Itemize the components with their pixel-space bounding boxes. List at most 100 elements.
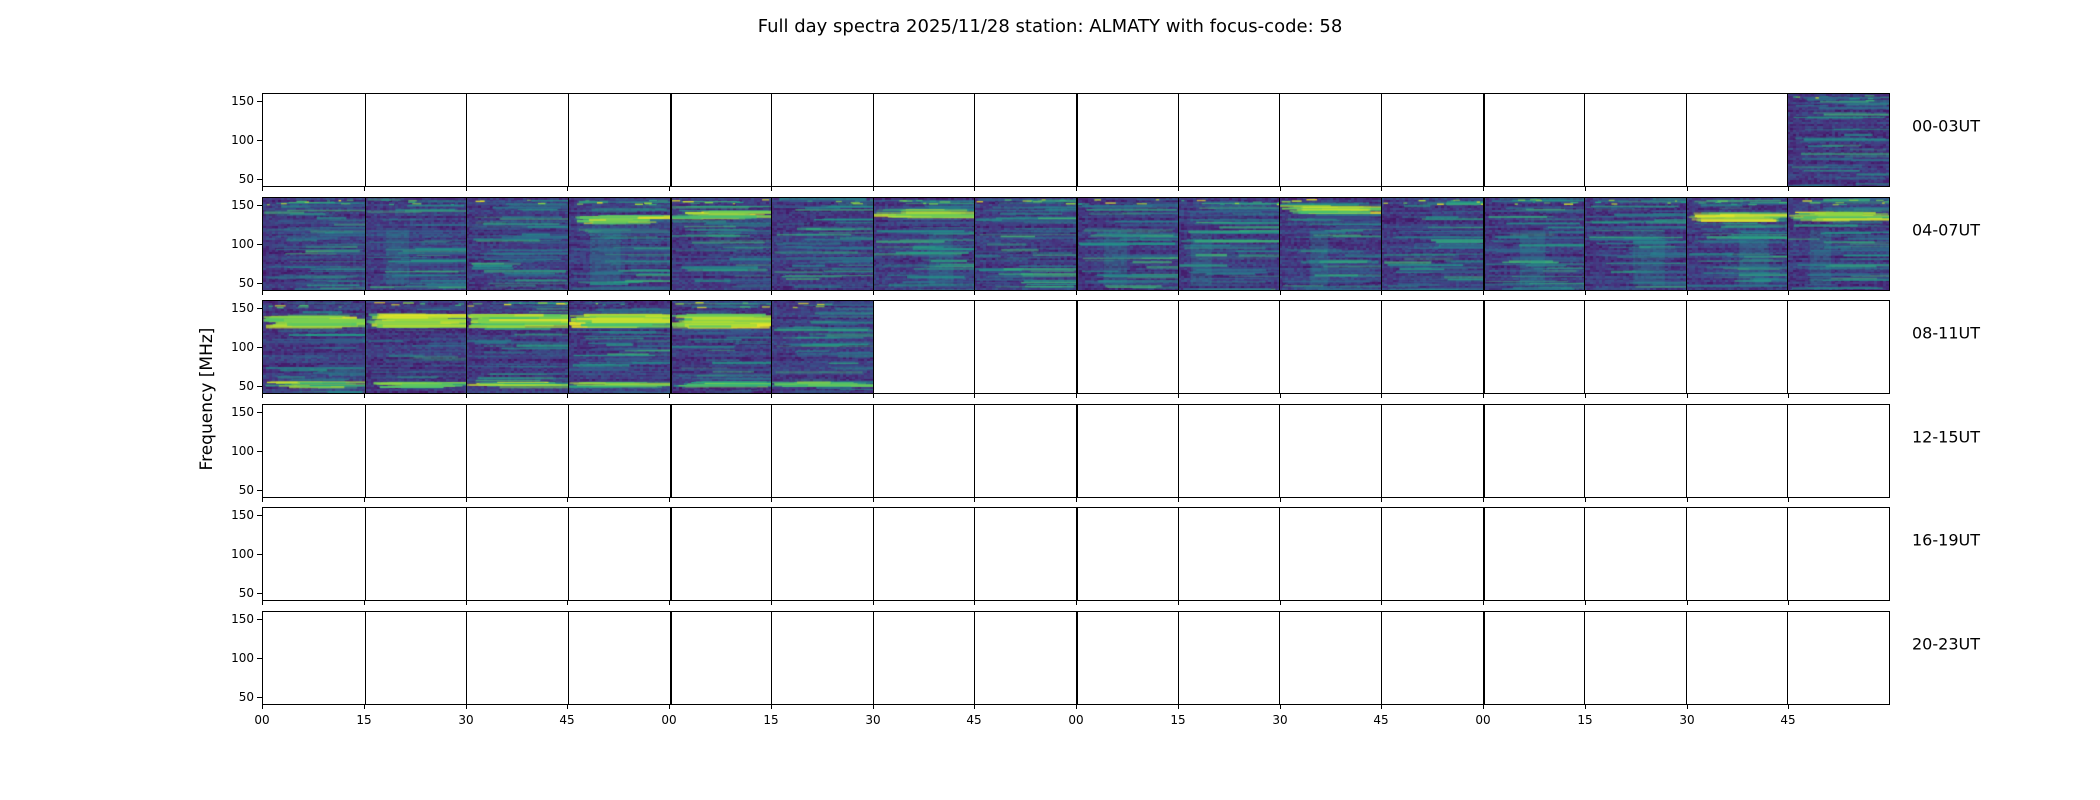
segment-boundary	[365, 301, 366, 393]
x-tick-label: 15	[763, 713, 779, 727]
segment-boundary	[365, 198, 366, 290]
x-tick-mark	[1280, 601, 1281, 605]
segment-boundary	[1178, 405, 1179, 497]
x-tick-mark	[1178, 187, 1179, 191]
spectra-row-08-11UT	[262, 300, 1890, 394]
segment-boundary	[1279, 198, 1280, 290]
x-tick-mark	[1381, 291, 1382, 295]
segment-boundary	[670, 612, 672, 704]
x-tick-mark	[974, 498, 975, 502]
segment-boundary	[1686, 301, 1687, 393]
segment-boundary	[771, 508, 772, 600]
segment-boundary	[1279, 405, 1280, 497]
spectrogram-cell	[1076, 198, 1178, 290]
x-tick-mark	[873, 498, 874, 502]
segment-boundary	[1787, 612, 1788, 704]
x-tick-mark	[466, 705, 467, 709]
x-tick-mark	[262, 705, 263, 709]
spectrogram-cell	[365, 198, 466, 290]
row-time-label: 00-03UT	[1912, 116, 1980, 136]
x-tick-mark	[1076, 601, 1077, 605]
segment-boundary	[771, 612, 772, 704]
x-tick-label: 30	[1272, 713, 1288, 727]
x-tick-mark	[1788, 291, 1789, 295]
x-tick-label: 45	[1780, 713, 1796, 727]
x-tick-mark	[1788, 498, 1789, 502]
x-tick-mark	[669, 291, 670, 295]
segment-boundary	[670, 508, 672, 600]
x-tick-mark	[262, 394, 263, 398]
segment-boundary	[1178, 94, 1179, 186]
y-tick-label: 100	[231, 133, 254, 147]
segment-boundary	[568, 508, 569, 600]
x-tick-mark	[1381, 498, 1382, 502]
x-tick-mark	[466, 187, 467, 191]
segment-boundary	[466, 301, 467, 393]
x-tick-mark	[567, 498, 568, 502]
y-tick-mark	[257, 347, 262, 348]
x-tick-mark	[873, 291, 874, 295]
spectrogram-cell	[1279, 198, 1381, 290]
x-tick-mark	[1585, 601, 1586, 605]
segment-boundary	[568, 405, 569, 497]
segment-boundary	[873, 405, 874, 497]
spectra-row-20-23UT	[262, 611, 1890, 705]
x-tick-mark	[669, 498, 670, 502]
x-tick-mark	[1788, 705, 1789, 709]
x-tick-mark	[669, 394, 670, 398]
segment-boundary	[974, 612, 975, 704]
segment-boundary	[974, 94, 975, 186]
y-tick-label: 100	[231, 237, 254, 251]
segment-boundary	[568, 301, 569, 393]
x-tick-mark	[1178, 394, 1179, 398]
segment-boundary	[974, 508, 975, 600]
segment-boundary	[670, 94, 672, 186]
segment-boundary	[670, 405, 672, 497]
segment-boundary	[1483, 405, 1485, 497]
x-tick-mark	[1585, 187, 1586, 191]
x-tick-label: 00	[1068, 713, 1084, 727]
segment-boundary	[1178, 198, 1179, 290]
segment-boundary	[1381, 301, 1382, 393]
x-tick-mark	[364, 291, 365, 295]
y-tick-label: 100	[231, 340, 254, 354]
x-tick-mark	[567, 291, 568, 295]
segment-boundary	[1178, 508, 1179, 600]
y-tick-label: 50	[238, 276, 254, 290]
x-tick-label: 30	[865, 713, 881, 727]
spectrogram-cell	[1787, 198, 1889, 290]
segment-boundary	[771, 198, 772, 290]
x-tick-mark	[1381, 187, 1382, 191]
segment-boundary	[1686, 198, 1687, 290]
segment-boundary	[1584, 198, 1585, 290]
x-tick-mark	[1687, 187, 1688, 191]
x-tick-mark	[974, 291, 975, 295]
x-tick-mark	[873, 601, 874, 605]
y-tick-label: 100	[231, 444, 254, 458]
x-tick-mark	[567, 705, 568, 709]
x-tick-label: 00	[661, 713, 677, 727]
x-tick-mark	[466, 394, 467, 398]
segment-boundary	[1381, 612, 1382, 704]
x-tick-mark	[771, 601, 772, 605]
segment-boundary	[974, 301, 975, 393]
spectrogram-cell	[771, 198, 873, 290]
segment-boundary	[1787, 198, 1788, 290]
x-tick-mark	[771, 705, 772, 709]
segment-boundary	[1076, 612, 1078, 704]
x-tick-mark	[466, 601, 467, 605]
spectrogram-cell	[1381, 198, 1483, 290]
segment-boundary	[1076, 94, 1078, 186]
x-tick-mark	[1687, 498, 1688, 502]
segment-boundary	[974, 405, 975, 497]
segment-boundary	[771, 94, 772, 186]
x-tick-mark	[466, 291, 467, 295]
x-tick-mark	[771, 187, 772, 191]
x-tick-mark	[1280, 498, 1281, 502]
segment-boundary	[1483, 508, 1485, 600]
segment-boundary	[1279, 508, 1280, 600]
y-tick-label: 100	[231, 651, 254, 665]
y-tick-mark	[257, 490, 262, 491]
x-tick-label: 45	[559, 713, 575, 727]
x-tick-mark	[364, 394, 365, 398]
